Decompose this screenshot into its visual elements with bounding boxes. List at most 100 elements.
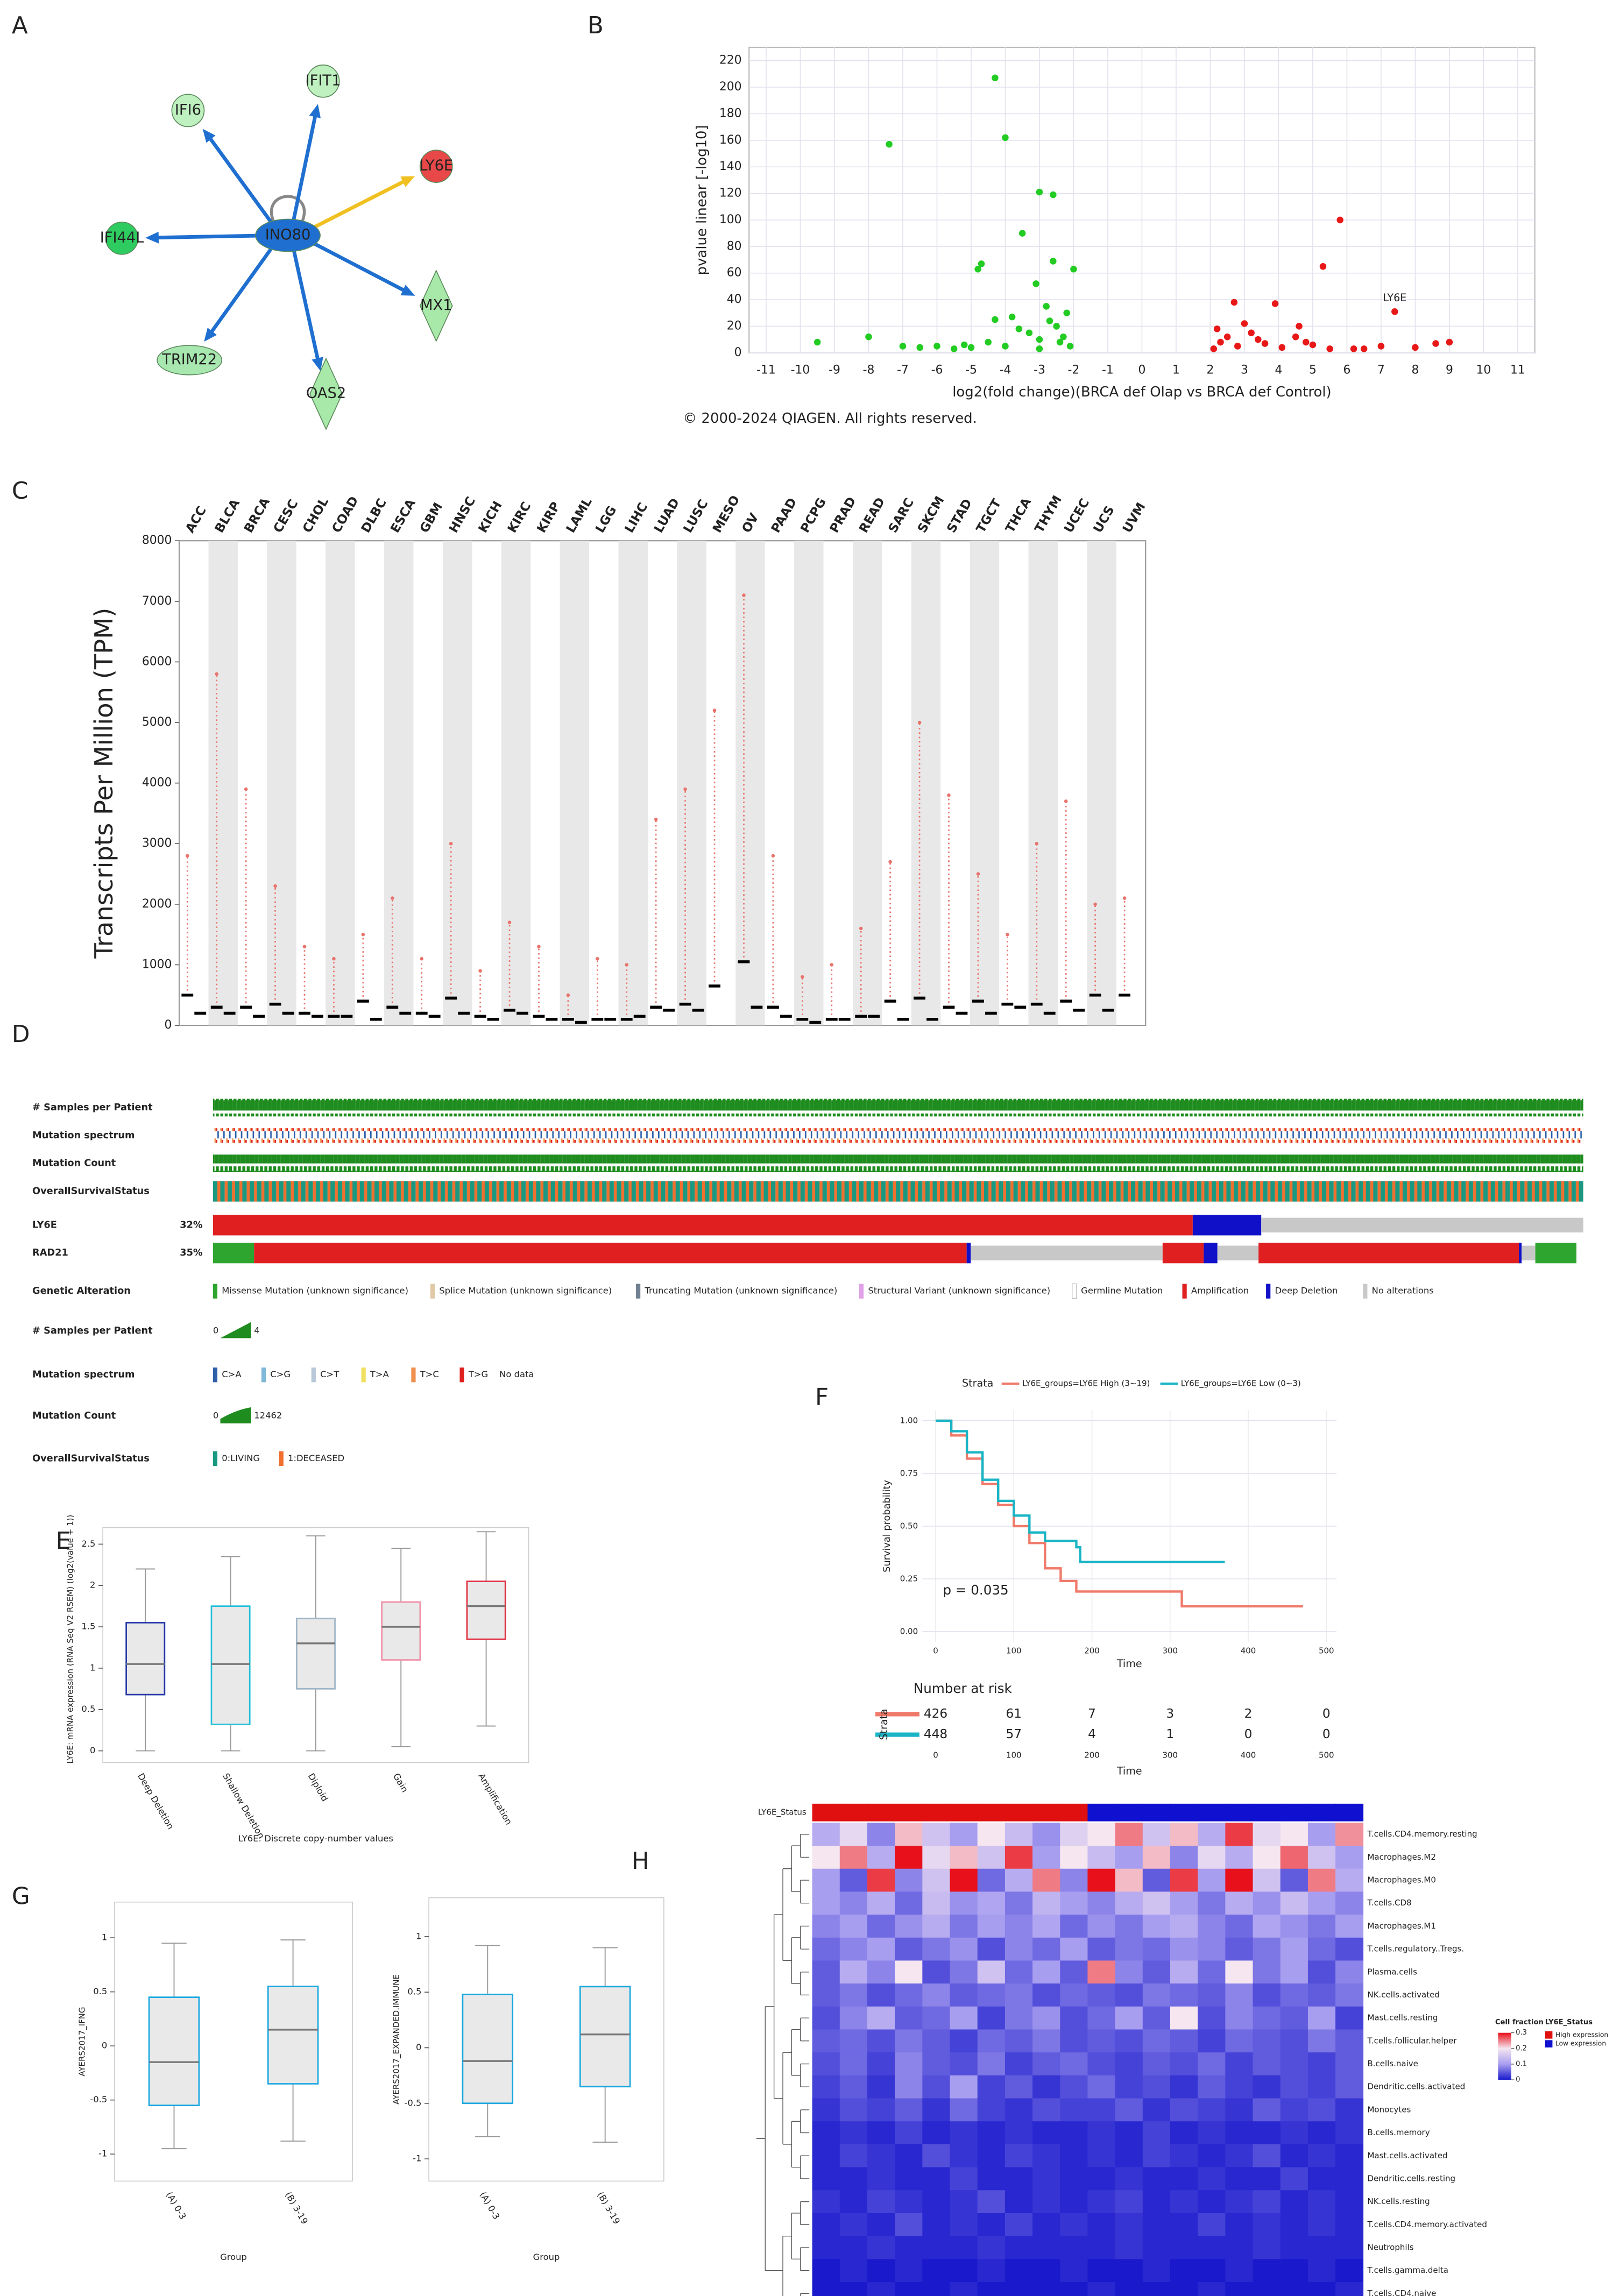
band <box>267 541 296 1026</box>
heat-cell <box>950 2075 978 2099</box>
band <box>911 541 941 1026</box>
heat-cell <box>1087 2098 1116 2122</box>
alteration-segment <box>1522 1245 1536 1260</box>
heat-cell <box>977 1915 1006 1938</box>
heat-cell <box>1060 1823 1088 1846</box>
band <box>852 541 882 1026</box>
legend-label: T>A <box>370 1369 390 1379</box>
box <box>148 1996 200 2107</box>
heat-cell <box>1115 2167 1143 2191</box>
heat-cell <box>977 1868 1006 1893</box>
y-axis-label: Transcripts Per Million (TPM) <box>89 608 118 959</box>
heat-cell <box>1198 2029 1226 2053</box>
heat-cell <box>950 1846 978 1869</box>
legend-swatch <box>213 1367 218 1383</box>
heat-cell <box>1335 2098 1364 2122</box>
point <box>933 343 940 350</box>
node <box>105 222 139 255</box>
heat-cell <box>839 1823 868 1846</box>
risk-value: 0 <box>1322 1727 1331 1741</box>
point <box>1296 323 1303 330</box>
band <box>442 541 472 1026</box>
status-cell <box>1253 1803 1281 1822</box>
heat-cell <box>1335 2282 1364 2296</box>
arrowhead <box>400 176 415 187</box>
heat-cell <box>1198 2259 1226 2283</box>
heat-cell <box>1253 2075 1281 2099</box>
x-axis-label: Group <box>533 2252 560 2262</box>
heat-cell <box>1307 2029 1336 2053</box>
heat-cell <box>1060 2006 1088 2030</box>
y-tick-label: 0.00 <box>900 1626 918 1636</box>
tumor-max <box>1093 902 1097 906</box>
heat-cell <box>812 2213 840 2237</box>
y-tick-label: 180 <box>719 107 742 120</box>
heat-cell <box>1198 1823 1226 1846</box>
heat-cell <box>977 2213 1006 2237</box>
risk-value: 426 <box>924 1706 947 1721</box>
band <box>677 541 706 1026</box>
point <box>1053 323 1060 330</box>
point <box>1350 345 1357 352</box>
point <box>1302 338 1310 346</box>
legend-swatch <box>859 1284 864 1299</box>
point <box>1412 344 1419 351</box>
tumor-max <box>420 956 424 961</box>
legend-swatch <box>361 1367 366 1383</box>
heat-cell <box>867 2236 895 2260</box>
band <box>1087 541 1116 1026</box>
heat-cell <box>1307 2075 1336 2099</box>
heat-cell <box>1170 2121 1198 2145</box>
heat-cell <box>1280 2098 1308 2122</box>
heat-cell <box>1060 1937 1088 1961</box>
heat-cell <box>1253 2167 1281 2191</box>
heat-cell <box>1004 2006 1033 2030</box>
status-cell <box>1087 1803 1116 1822</box>
heat-cell <box>1170 2236 1198 2260</box>
tumor-max <box>625 963 629 967</box>
heat-cell <box>1115 1823 1143 1846</box>
x-tick-label: -5 <box>965 364 977 377</box>
point <box>916 344 923 351</box>
heat-cell <box>1170 1960 1198 1984</box>
track-label: # Samples per Patient <box>32 1102 153 1113</box>
heat-cell <box>1060 2167 1088 2191</box>
heat-cell <box>1032 2213 1061 2237</box>
heat-cell <box>1335 1915 1364 1938</box>
heat-cell <box>1280 1891 1308 1915</box>
heat-cell <box>867 2167 895 2191</box>
heat-cell <box>1280 1846 1308 1869</box>
heat-cell <box>1087 1915 1116 1938</box>
heat-cell <box>1225 2259 1254 2283</box>
heat-cell <box>1032 2236 1061 2260</box>
box <box>125 1622 166 1696</box>
heat-cell <box>1198 2282 1226 2296</box>
heat-cell <box>1004 1915 1033 1938</box>
row-label: T.cells.CD4.naive <box>1367 2288 1436 2296</box>
arrowhead <box>204 328 217 342</box>
y-tick-label: 0 <box>90 1745 95 1755</box>
heat-cell <box>1115 2052 1143 2076</box>
heat-cell <box>867 2259 895 2283</box>
heat-cell <box>867 1868 895 1893</box>
heat-cell <box>895 2190 923 2214</box>
heat-cell <box>1032 1983 1061 2007</box>
heat-cell <box>839 1846 868 1869</box>
point <box>1217 338 1224 346</box>
heat-cell <box>950 2098 978 2122</box>
status-cell <box>895 1803 923 1822</box>
x-tick-label: 0 <box>933 1646 938 1655</box>
heat-cell <box>895 2259 923 2283</box>
heat-cell <box>839 2236 868 2260</box>
point <box>1008 313 1016 321</box>
plot-frame <box>178 540 1147 1026</box>
heat-cell <box>1280 1960 1308 1984</box>
heat-cell <box>1335 1960 1364 1984</box>
tumor-max <box>186 854 189 858</box>
legend-swatch <box>213 1284 218 1299</box>
heat-cell <box>1280 1915 1308 1938</box>
status-cell <box>1060 1803 1088 1822</box>
heat-cell <box>895 1937 923 1961</box>
arrowhead <box>400 285 415 296</box>
y-axis-label: LY6E: mRNA expression (RNA Seq V2 RSEM) … <box>66 1515 75 1764</box>
